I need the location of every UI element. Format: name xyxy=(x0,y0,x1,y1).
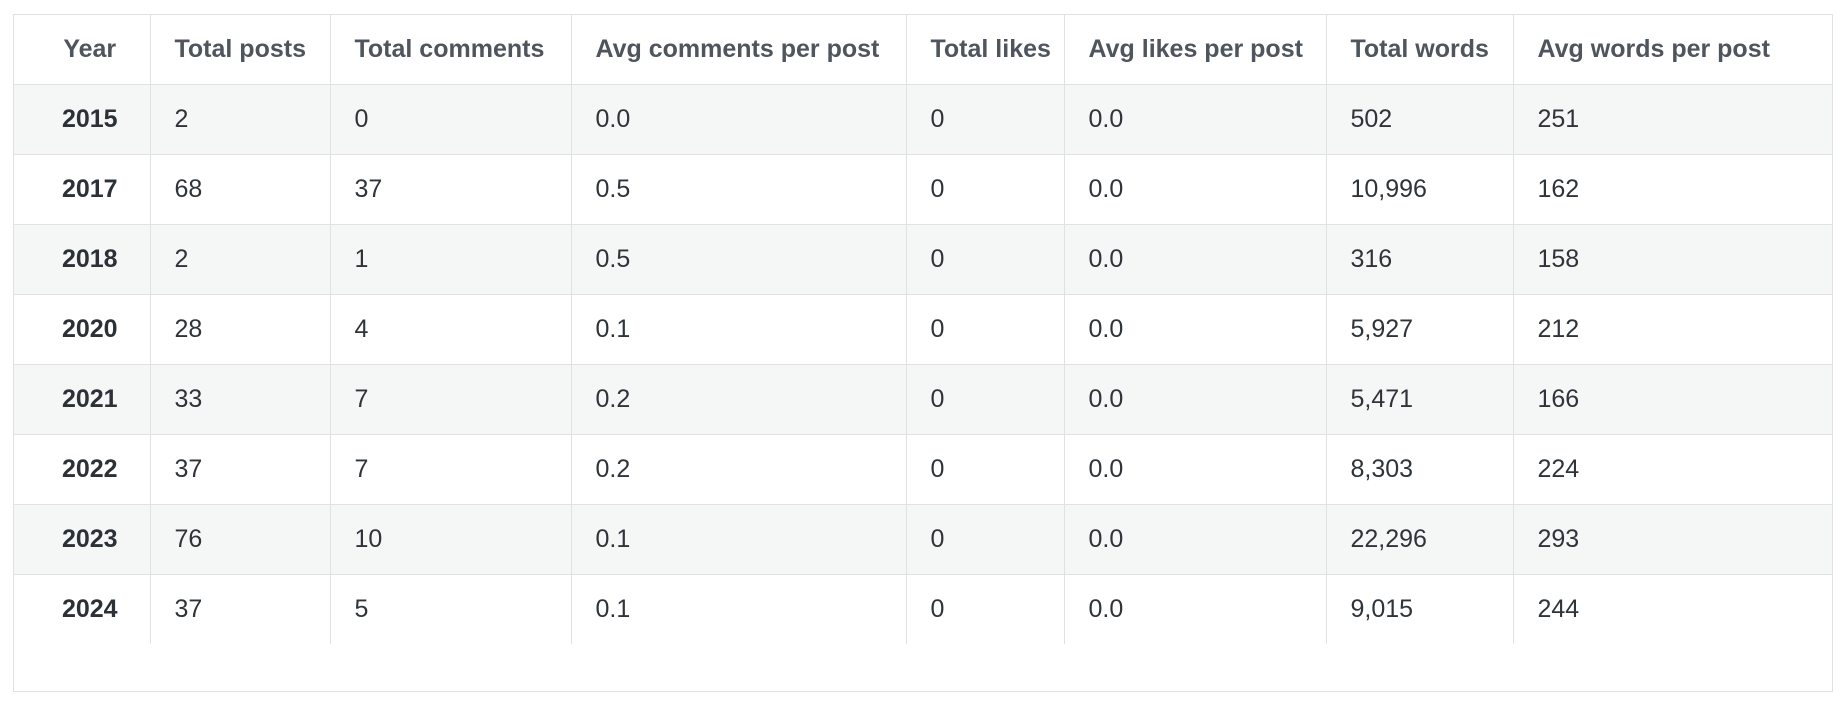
table-cell: 0 xyxy=(906,154,1065,225)
table-cell: 0.0 xyxy=(1064,154,1327,225)
stats-table-container: Year Total posts Total comments Avg comm… xyxy=(13,14,1833,692)
column-header-total-likes: Total likes xyxy=(906,15,1065,85)
column-header-total-comments: Total comments xyxy=(330,15,572,85)
table-row-2024: 2024 37 5 0.1 0 0.0 9,015 244 xyxy=(14,574,1832,644)
column-header-year: Year xyxy=(14,15,151,85)
table-cell: 0.1 xyxy=(571,574,907,644)
header-row: Year Total posts Total comments Avg comm… xyxy=(14,15,1832,85)
table-cell: 0.0 xyxy=(1064,434,1327,505)
table-cell: 212 xyxy=(1513,294,1832,365)
table-cell: 158 xyxy=(1513,224,1832,295)
table-cell: 0.0 xyxy=(1064,504,1327,575)
column-header-total-posts: Total posts xyxy=(150,15,331,85)
table-cell: 37 xyxy=(150,434,331,505)
table-cell: 0.5 xyxy=(571,224,907,295)
table-cell: 10,996 xyxy=(1326,154,1514,225)
table-cell: 316 xyxy=(1326,224,1514,295)
table-cell: 68 xyxy=(150,154,331,225)
table-cell: 0 xyxy=(906,364,1065,435)
table-header: Year Total posts Total comments Avg comm… xyxy=(14,15,1832,85)
table-cell: 251 xyxy=(1537,105,1580,133)
table-cell: 0.0 xyxy=(1064,574,1327,644)
table-cell: 7 xyxy=(330,364,572,435)
table-cell: 0 xyxy=(906,434,1065,505)
table-row-2020: 2020 28 4 0.1 0 0.0 5,927 212 xyxy=(14,294,1832,365)
table-cell: 22,296 xyxy=(1326,504,1514,575)
year-cell: 2024 xyxy=(14,574,151,644)
table-cell: 0 xyxy=(906,294,1065,365)
table-cell: 0.0 xyxy=(571,84,907,155)
table-cell: 2 xyxy=(150,224,331,295)
column-header-avg-comments-per-post: Avg comments per post xyxy=(571,15,907,85)
table-cell: 5 xyxy=(330,574,572,644)
table-cell: 244 xyxy=(1513,574,1832,644)
table-row-2021: 2021 33 7 0.2 0 0.0 5,471 166 xyxy=(14,364,1832,435)
yearly-post-stats-table: Year Total posts Total comments Avg comm… xyxy=(14,15,1832,644)
table-cell: 7 xyxy=(330,434,572,505)
table-cell: 33 xyxy=(150,364,331,435)
table-cell: 0.0 xyxy=(1064,84,1327,155)
table-cell: 76 xyxy=(150,504,331,575)
table-cell: 166 xyxy=(1513,364,1832,435)
table-cell: 0 xyxy=(906,504,1065,575)
table-cell: 0.0 xyxy=(1064,224,1327,295)
table-cell: 0 xyxy=(906,84,1065,155)
column-header-avg-words-per-post: Avg words per post xyxy=(1513,15,1832,85)
table-cell: 0 xyxy=(906,224,1065,295)
table-cell: 162 xyxy=(1513,154,1832,225)
year-cell: 2022 xyxy=(14,434,151,505)
table-row-2018: 2018 2 1 0.5 0 0.0 316 158 xyxy=(14,224,1832,295)
table-cell: 1 xyxy=(330,224,572,295)
table-cell: 5,927 xyxy=(1326,294,1514,365)
table-cell: 0.1 xyxy=(571,504,907,575)
table-cell: 0.2 xyxy=(571,364,907,435)
table-cell: 28 xyxy=(150,294,331,365)
table-cell: 0 xyxy=(330,84,572,155)
table-cell: 8,303 xyxy=(1326,434,1514,505)
table-cell: 0.1 xyxy=(571,294,907,365)
table-cell: 4 xyxy=(330,294,572,365)
table-cell: 9,015 xyxy=(1326,574,1514,644)
table-cell: 0 xyxy=(906,574,1065,644)
year-cell: 2023 xyxy=(14,504,151,575)
column-header-total-words: Total words xyxy=(1326,15,1514,85)
table-row-2023: 2023 76 10 0.1 0 0.0 22,296 293 xyxy=(14,504,1832,575)
table-body: 2015 2 0 0.0 0 0.0 502 251 2017 68 37 0.… xyxy=(14,84,1832,644)
table-cell: 0.5 xyxy=(571,154,907,225)
table-cell: 2 xyxy=(150,84,331,155)
table-cell: 0.0 xyxy=(1064,364,1327,435)
table-cell: 224 xyxy=(1513,434,1832,505)
year-cell: 2018 xyxy=(14,224,151,295)
year-cell: 2020 xyxy=(14,294,151,365)
table-row-2015: 2015 2 0 0.0 0 0.0 502 251 xyxy=(14,84,1832,155)
table-cell: 5,471 xyxy=(1326,364,1514,435)
table-cell: 293 xyxy=(1513,504,1832,575)
table-row-2022: 2022 37 7 0.2 0 0.0 8,303 224 xyxy=(14,434,1832,505)
year-cell: 2015 xyxy=(14,84,151,155)
table-row-2017: 2017 68 37 0.5 0 0.0 10,996 162 xyxy=(14,154,1832,225)
year-cell: 2017 xyxy=(14,154,151,225)
table-cell: 502 xyxy=(1326,84,1514,155)
column-header-avg-likes-per-post: Avg likes per post xyxy=(1064,15,1327,85)
table-cell: 37 xyxy=(330,154,572,225)
table-cell: 0.2 xyxy=(571,434,907,505)
table-cell: 10 xyxy=(330,504,572,575)
table-cell: 0.0 xyxy=(1064,294,1327,365)
table-cell: 37 xyxy=(150,574,331,644)
year-cell: 2021 xyxy=(14,364,151,435)
